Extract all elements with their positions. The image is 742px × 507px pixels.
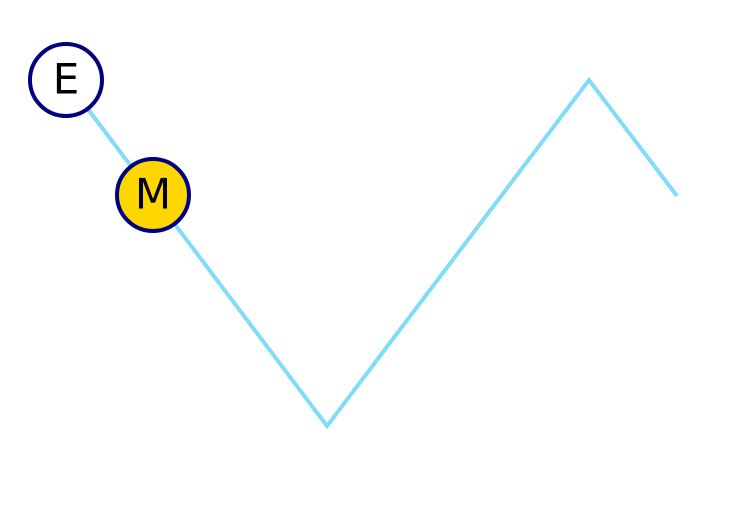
node-m-circle	[115, 157, 191, 233]
node-e-circle	[28, 42, 104, 118]
node-m-label: M	[135, 170, 171, 219]
zigzag-path	[64, 76, 679, 430]
node-e[interactable]: E	[28, 42, 104, 118]
node-e-label: E	[53, 55, 80, 104]
node-m[interactable]: M	[115, 157, 191, 233]
